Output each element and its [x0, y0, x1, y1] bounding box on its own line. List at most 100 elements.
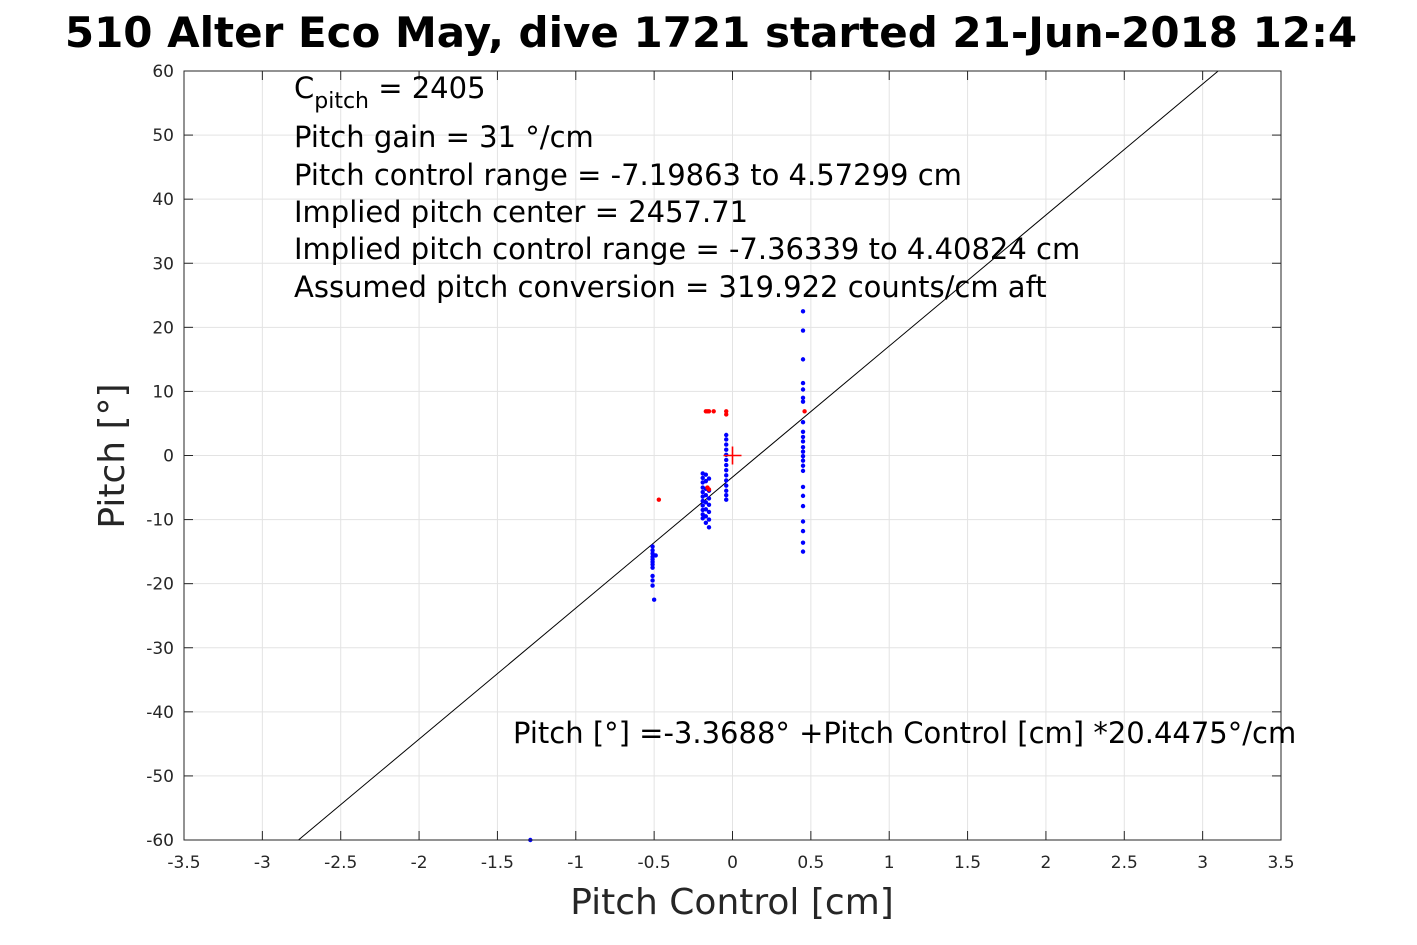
data-point-red	[724, 412, 729, 417]
x-tick-label: 2.5	[1111, 853, 1138, 873]
data-point-blue	[706, 502, 712, 508]
data-point-blue	[800, 419, 806, 425]
data-point-blue	[724, 442, 729, 447]
data-point-blue	[703, 500, 709, 505]
data-point-blue	[706, 509, 712, 515]
data-point-blue	[724, 497, 729, 502]
c-pitch-subscript: pitch	[314, 89, 369, 114]
y-tick-label: 20	[152, 318, 174, 338]
data-point-blue	[700, 475, 705, 481]
y-tick-label: -40	[146, 703, 174, 723]
data-point-red	[656, 497, 662, 502]
data-point-blue	[724, 488, 729, 493]
x-axis-label: Pitch Control [cm]	[570, 882, 894, 923]
y-tick-label: -10	[146, 511, 174, 531]
data-point-blue	[800, 449, 806, 454]
data-point-blue	[650, 544, 655, 549]
y-tick-label: 0	[163, 447, 174, 467]
y-tick-label: 30	[152, 254, 174, 274]
center-marker-group	[723, 446, 742, 465]
data-point-blue	[706, 517, 712, 522]
data-point-red	[802, 409, 807, 414]
data-point-blue	[651, 597, 657, 602]
annotation-pitch-conversion: Assumed pitch conversion = 319.922 count…	[294, 270, 1047, 304]
x-tick-label: 3	[1197, 853, 1208, 873]
x-tick-label: -3.5	[167, 853, 200, 873]
data-point-blue	[800, 493, 806, 499]
annotation-block: Cpitch = 2405 Pitch gain = 31 °/cm Pitch…	[294, 71, 1080, 304]
data-point-blue	[706, 525, 712, 530]
x-tick-label: 0.5	[797, 853, 824, 873]
data-point-blue	[724, 473, 729, 478]
data-point-blue	[650, 583, 655, 588]
data-point-blue	[800, 387, 806, 392]
data-point-blue	[700, 489, 705, 495]
data-point-red	[711, 409, 716, 414]
data-point-blue	[800, 399, 806, 404]
fit-line-group	[298, 70, 1219, 841]
data-point-blue	[700, 503, 705, 508]
data-point-blue	[650, 565, 655, 570]
data-point-blue	[800, 357, 806, 362]
data-point-blue	[800, 540, 806, 545]
data-point-blue	[724, 493, 729, 498]
c-pitch-value: = 2405	[369, 71, 486, 105]
data-point-blue	[800, 434, 806, 440]
x-tick-label: -1	[567, 853, 584, 873]
y-tick-label: 10	[152, 382, 174, 402]
data-point-blue	[703, 507, 709, 512]
annotation-pitch-control-range: Pitch control range = -7.19863 to 4.5729…	[294, 158, 962, 192]
x-tick-label: 3.5	[1267, 853, 1294, 873]
y-tick-label: 40	[152, 190, 174, 210]
data-point-blue	[706, 496, 712, 501]
plot-frame	[183, 70, 1282, 841]
x-tick-label: -3	[254, 853, 271, 873]
data-point-blue	[800, 503, 806, 509]
fit-equation: Pitch [°] =-3.3688° +Pitch Control [cm] …	[513, 716, 1296, 750]
data-point-blue	[724, 457, 729, 463]
data-point-blue	[653, 553, 658, 558]
x-tick-label: 1.5	[954, 853, 981, 873]
data-point-blue	[800, 395, 806, 401]
data-point-blue	[650, 573, 655, 579]
data-point-red	[724, 409, 729, 414]
x-tick-label: 0	[727, 853, 738, 873]
annotation-implied-pitch-center: Implied pitch center = 2457.71	[294, 195, 748, 229]
data-point-blue	[650, 562, 655, 567]
data-point-blue	[703, 520, 709, 525]
data-point-blue	[650, 548, 655, 553]
data-point-blue	[800, 458, 806, 463]
data-point-blue	[800, 484, 806, 490]
x-tick-labels: -3.5 -3 -2.5 -2 -1.5 -1 -0.5 0 0.5 1 1.5 2 2.5 3 3.5	[167, 853, 1294, 873]
x-tick-label: -1.5	[481, 853, 514, 873]
data-point-blue	[724, 432, 729, 438]
data-point-blue	[703, 493, 709, 498]
fit-line	[298, 70, 1219, 841]
y-tick-label: -30	[146, 639, 174, 659]
x-tick-label: -0.5	[638, 853, 671, 873]
data-point-blue	[724, 468, 729, 473]
x-tick-label: 2	[1041, 853, 1052, 873]
data-point-red	[706, 409, 712, 414]
data-point-blue	[800, 439, 806, 444]
data-point-blue	[703, 478, 709, 484]
data-point-blue	[800, 528, 806, 534]
y-tick-label: -20	[146, 575, 174, 595]
x-tick-label: -2	[411, 853, 428, 873]
y-tick-label: 60	[152, 62, 174, 82]
data-point-blue	[724, 478, 729, 483]
data-point-blue	[800, 463, 806, 468]
data-point-blue	[724, 462, 729, 468]
y-tick-labels: -60 -50 -40 -30 -20 -10 0 10 20 30 40 50 60	[146, 62, 174, 851]
data-point-blue	[800, 549, 806, 554]
annotation-pitch-gain: Pitch gain = 31 °/cm	[294, 120, 594, 154]
data-point-blue	[650, 578, 655, 583]
data-point-blue	[800, 468, 806, 474]
data-point-blue	[724, 483, 729, 488]
data-point-blue	[724, 447, 729, 452]
data-point-blue	[703, 514, 709, 519]
data-point-blue	[800, 519, 806, 524]
data-point-blue	[800, 444, 806, 450]
chart-title: 510 Alter Eco May, dive 1721 started 21-…	[65, 8, 1357, 57]
